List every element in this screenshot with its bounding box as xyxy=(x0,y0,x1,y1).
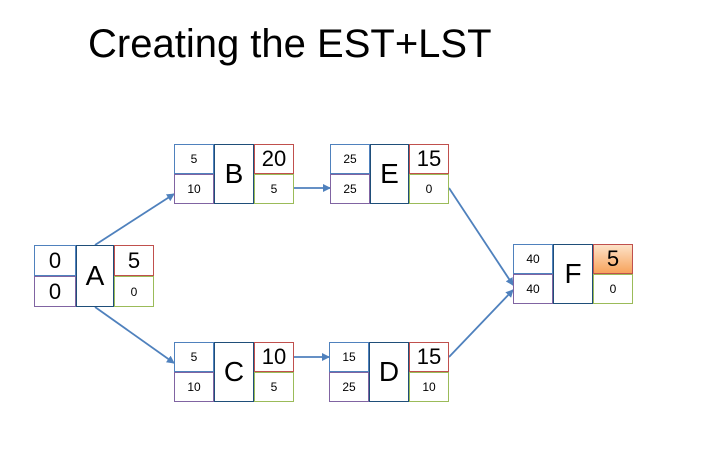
node-f-lst: 40 xyxy=(513,274,553,304)
edge-e-f xyxy=(448,187,514,286)
node-e-label: E xyxy=(370,144,409,204)
node-a-est: 0 xyxy=(34,245,76,276)
node-f-label: F xyxy=(553,244,593,304)
node-c-label: C xyxy=(214,342,254,402)
node-d-duration: 15 xyxy=(409,342,449,372)
node-c-lst: 10 xyxy=(174,372,214,402)
node-b-duration: 20 xyxy=(254,144,294,174)
node-a-duration: 5 xyxy=(114,245,154,276)
node-a-slack: 0 xyxy=(114,276,154,307)
node-f-est: 40 xyxy=(513,244,553,274)
node-a-lst: 0 xyxy=(34,276,76,307)
node-f-slack: 0 xyxy=(593,274,633,304)
edge-a-b xyxy=(94,193,175,246)
edge-a-c xyxy=(94,306,175,364)
node-b-label: B xyxy=(214,144,254,204)
node-c-duration: 10 xyxy=(254,342,294,372)
node-e-est: 25 xyxy=(330,144,370,174)
edge-d-f xyxy=(448,289,514,358)
node-b-slack: 5 xyxy=(254,174,294,204)
node-b-est: 5 xyxy=(174,144,214,174)
node-d-slack: 10 xyxy=(409,372,449,402)
node-d-lst: 25 xyxy=(329,372,369,402)
node-c-est: 5 xyxy=(174,342,214,372)
node-e-slack: 0 xyxy=(409,174,449,204)
node-d-est: 15 xyxy=(329,342,369,372)
node-a-label: A xyxy=(76,245,114,307)
node-f-duration: 5 xyxy=(593,244,633,274)
node-e-lst: 25 xyxy=(330,174,370,204)
page-title: Creating the EST+LST xyxy=(88,22,492,66)
node-e-duration: 15 xyxy=(409,144,449,174)
node-b-lst: 10 xyxy=(174,174,214,204)
node-c-slack: 5 xyxy=(254,372,294,402)
node-d-label: D xyxy=(369,342,409,402)
